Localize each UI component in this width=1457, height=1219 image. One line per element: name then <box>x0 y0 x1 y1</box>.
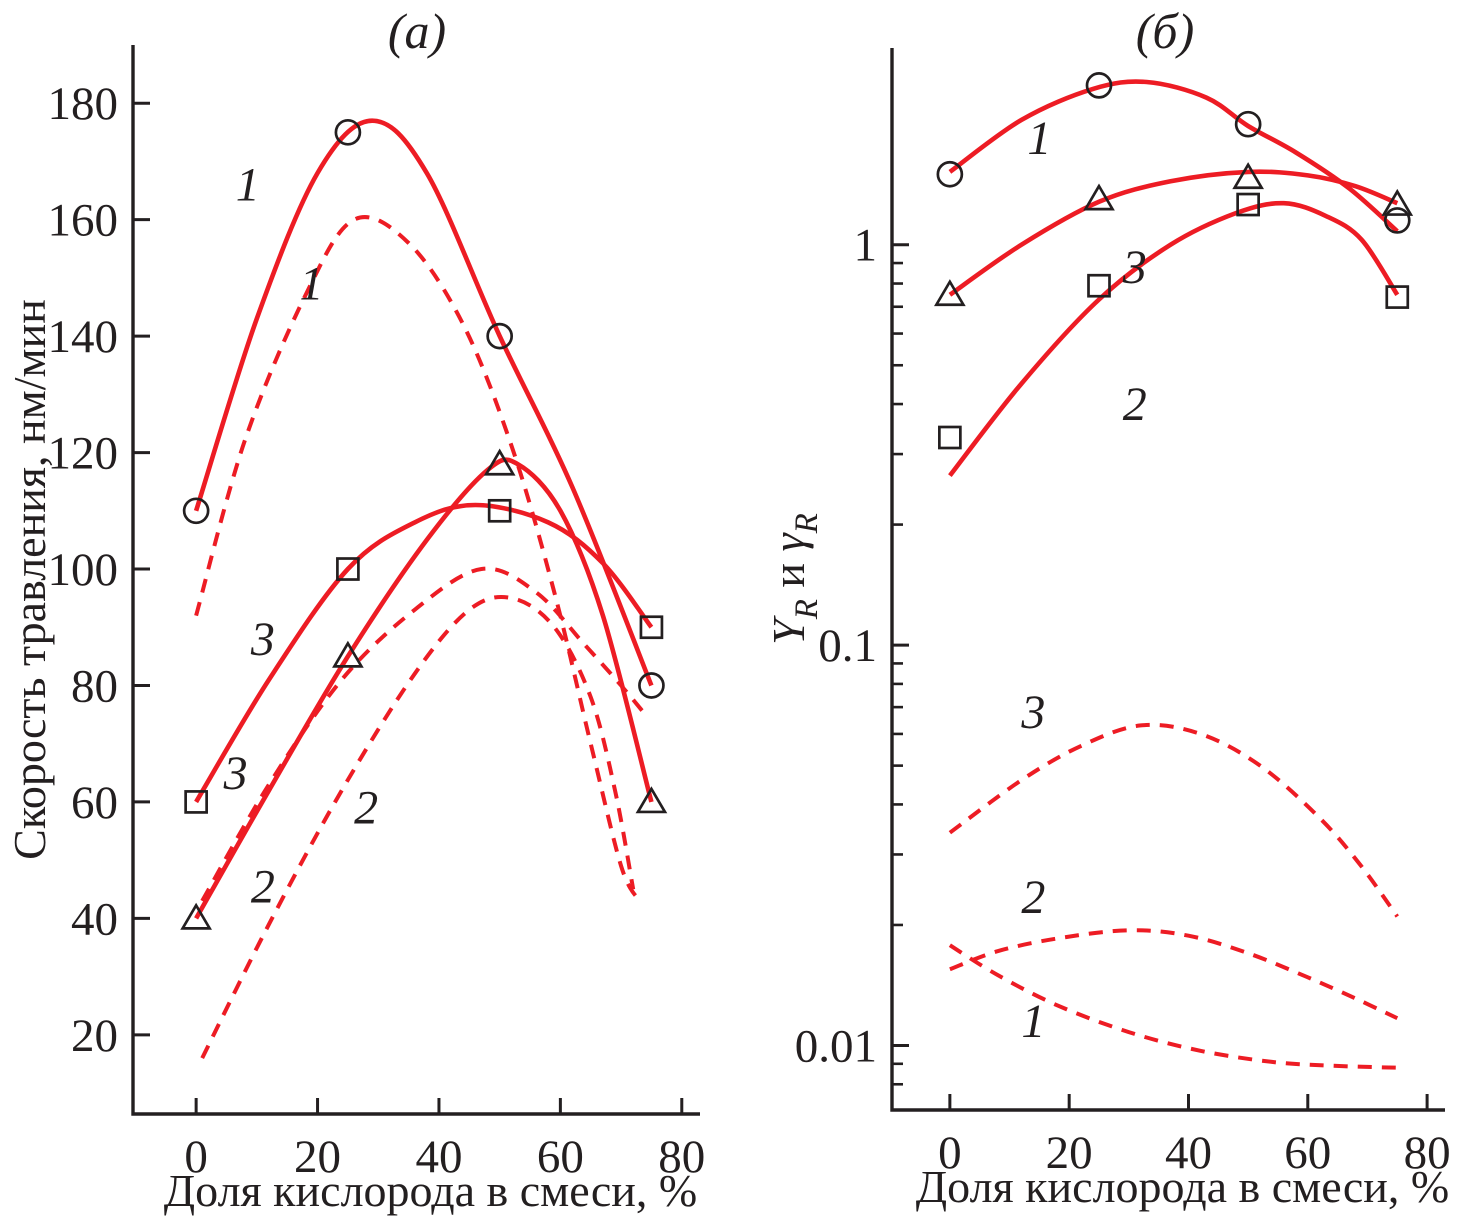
triangle-marker <box>635 786 668 814</box>
curve-3-solid-label: 3 <box>1122 241 1147 294</box>
panel-b-title: (б) <box>1135 3 1195 59</box>
curve-2-dashed-label: 2 <box>354 782 378 835</box>
curve-2-dashed-label: 2 <box>1021 871 1045 924</box>
curve-1-solid-markers <box>936 72 1411 234</box>
curve-2-solid-label: 2 <box>251 860 275 913</box>
curve-2-solid-path <box>194 457 654 920</box>
x-tick-label: 20 <box>294 1131 341 1183</box>
curve-3-dashed-path <box>948 722 1399 918</box>
curve-1-solid-label: 1 <box>1027 112 1051 165</box>
square-marker <box>487 498 512 523</box>
x-tick-label: 40 <box>415 1131 462 1183</box>
circle-marker <box>638 672 665 699</box>
y-tick-label: 80 <box>71 660 118 712</box>
curve-2-solid-markers <box>180 448 668 930</box>
y-tick-label: 20 <box>71 1010 118 1062</box>
curve-3-solid-path <box>948 169 1399 297</box>
y-tick-label: 160 <box>48 195 119 247</box>
curve-3-dashed-label: 3 <box>1020 686 1045 739</box>
curve-1-solid-markers <box>182 118 665 699</box>
y-tick-label: 100 <box>48 544 119 596</box>
curve-3-solid-markers <box>184 498 664 814</box>
triangle-marker <box>1381 188 1414 216</box>
curve-3-dashed-label: 3 <box>223 747 248 800</box>
square-marker <box>639 615 664 640</box>
triangle-marker <box>332 640 364 668</box>
y-tick-label: 140 <box>48 311 119 363</box>
y-tick-label: 40 <box>71 893 118 945</box>
panel-b: 0 20 40 60 80 1 0.1 0.01 1 3 2 3 2 1 Доля кислорода в … <box>763 48 1451 1212</box>
square-marker <box>1087 273 1111 298</box>
circle-marker <box>182 497 210 525</box>
y-tick-label: 120 <box>48 428 119 480</box>
y-tick-label: 60 <box>71 777 118 829</box>
circle-marker <box>1234 110 1262 138</box>
curve-2-dashed-path <box>949 928 1399 1021</box>
square-marker <box>1236 192 1260 217</box>
x-tick-label: 60 <box>1284 1127 1331 1179</box>
circle-marker <box>1085 72 1113 99</box>
curve-1-solid-path <box>193 118 654 687</box>
curve-3-solid-markers <box>934 162 1414 307</box>
triangle-marker <box>1232 162 1264 190</box>
x-tick-label: 0 <box>184 1131 208 1183</box>
curve-1-solid-label: 1 <box>236 159 260 212</box>
y-axis-title: Скорость травления, нм/мин <box>4 299 55 860</box>
x-axis-title: Доля кислорода в смеси, % <box>916 1161 1449 1212</box>
x-axis-title: Доля кислорода в смеси, % <box>164 1165 697 1216</box>
curve-2-solid-markers <box>938 192 1410 450</box>
y-tick-label: 0.1 <box>818 620 877 672</box>
x-tick-label: 40 <box>1165 1127 1212 1179</box>
curve-1-dashed-path <box>948 943 1398 1070</box>
curve-2-solid-label: 2 <box>1123 378 1147 431</box>
axes <box>131 45 700 1116</box>
curve-2-dashed-path <box>200 594 636 1059</box>
circle-marker <box>1383 207 1411 234</box>
x-tick-label: 80 <box>658 1131 705 1183</box>
panel-a-title: (а) <box>387 3 447 59</box>
triangle-marker <box>483 448 516 476</box>
y-tick-label: 1 <box>854 220 878 272</box>
triangle-marker <box>1083 183 1115 211</box>
curve-1-dashed-path <box>194 215 642 902</box>
axes <box>890 48 1445 1112</box>
circle-marker <box>334 118 362 146</box>
curve-3-dashed-path <box>200 566 647 902</box>
circle-marker <box>486 322 514 350</box>
curve-3-solid-label: 3 <box>250 613 275 666</box>
triangle-marker <box>180 902 212 930</box>
x-tick-label: 20 <box>1046 1127 1093 1179</box>
square-marker <box>184 790 208 814</box>
y-axis-title: YR и γR <box>763 513 825 645</box>
curve-1-dashed-label: 1 <box>299 258 323 311</box>
panel-a: 0 20 40 60 80 20 40 60 80 100 120 140 160 180 11 3 3 2 2 До… <box>4 45 705 1216</box>
x-tick-label: 60 <box>537 1131 584 1183</box>
curve-3-solid-path <box>194 502 654 804</box>
square-marker <box>1385 285 1410 309</box>
x-tick-label: 0 <box>938 1127 962 1179</box>
circle-marker <box>936 160 964 188</box>
triangle-marker <box>934 279 966 307</box>
curve-1-solid-path <box>948 79 1399 234</box>
curve-1-dashed-label: 1 <box>1021 995 1045 1048</box>
y-tick-label: 180 <box>48 78 119 130</box>
square-marker <box>336 557 360 581</box>
square-marker <box>938 425 962 450</box>
y-tick-label: 0.01 <box>795 1020 877 1072</box>
x-tick-label: 80 <box>1404 1127 1451 1179</box>
curve-2-solid-path <box>948 200 1400 478</box>
